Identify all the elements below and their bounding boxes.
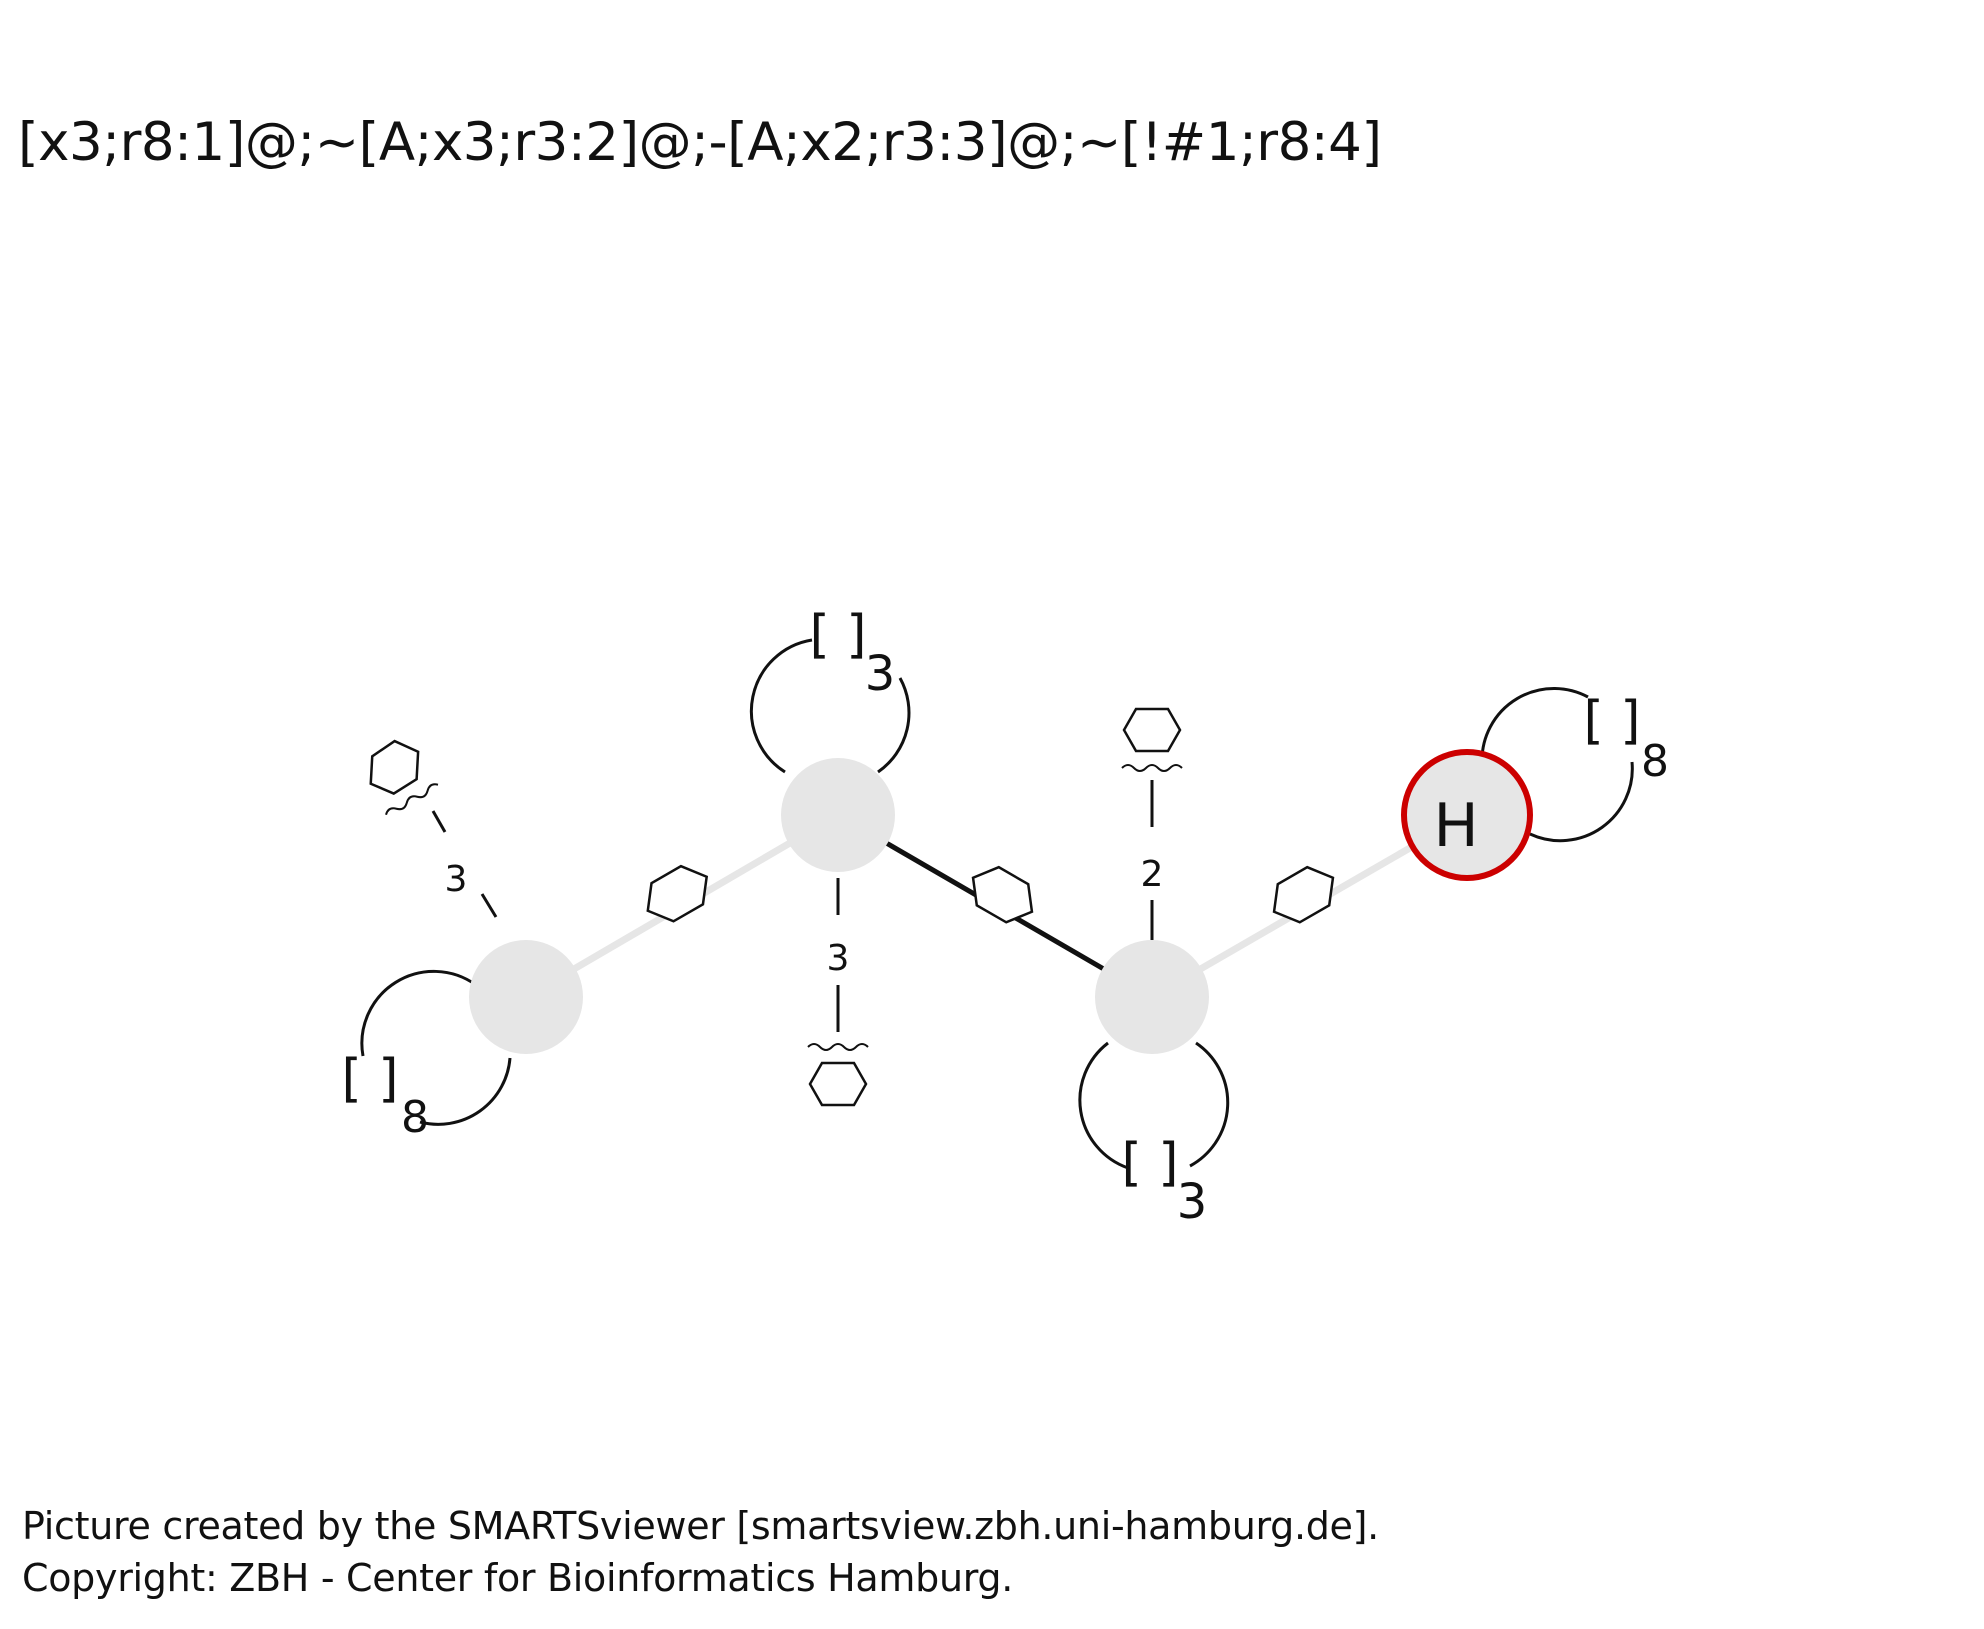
atom-4-symbol: H bbox=[1433, 791, 1478, 861]
ring-size: 8 bbox=[401, 1092, 429, 1143]
connectivity-atom-2: 3 bbox=[807, 878, 869, 1107]
ring-size: 3 bbox=[1177, 1174, 1208, 1230]
connectivity-label: 3 bbox=[827, 938, 850, 979]
ring-loop-atom-1: [ ] 8 bbox=[341, 969, 512, 1143]
connectivity-label: 3 bbox=[445, 859, 468, 900]
hexagon-icon bbox=[1122, 707, 1182, 753]
footer-copyright: Copyright: ZBH - Center for Bioinformati… bbox=[22, 1556, 1013, 1600]
ring-label: [ ] bbox=[1121, 1133, 1178, 1193]
footer: Picture created by the SMARTSviewer [sma… bbox=[22, 1500, 1379, 1604]
ring-label: [ ] bbox=[809, 605, 866, 665]
ring-loop-atom-3: [ ] 3 bbox=[1078, 1041, 1230, 1230]
connectivity-label: 2 bbox=[1141, 854, 1164, 895]
ring-loop-atom-2: [ ] 3 bbox=[749, 605, 911, 774]
ring-label: [ ] bbox=[1583, 691, 1640, 751]
ring-size: 3 bbox=[865, 646, 896, 702]
smarts-title: [x3;r8:1]@;~[A;x3;r3:2]@;-[A;x2;r3:3]@;~… bbox=[18, 112, 1382, 173]
ring-loop-atom-4: [ ] 8 bbox=[1480, 686, 1669, 843]
footer-credit: Picture created by the SMARTSviewer [sma… bbox=[22, 1504, 1379, 1548]
atom-1 bbox=[469, 940, 583, 1054]
ring-bond-icon-2-3 bbox=[971, 865, 1034, 924]
hexagon-icon bbox=[808, 1061, 868, 1107]
atom-4 bbox=[1401, 749, 1533, 881]
ring-bond-icon-1-2 bbox=[646, 864, 709, 923]
atom-3 bbox=[1095, 940, 1209, 1054]
ring-size: 8 bbox=[1641, 736, 1669, 787]
connectivity-atom-3: 2 bbox=[1121, 707, 1183, 940]
hexagon-icon bbox=[369, 739, 420, 795]
ring-bond-icon-3-4 bbox=[1272, 865, 1335, 924]
ring-label: [ ] bbox=[341, 1049, 398, 1109]
connectivity-atom-1: 3 bbox=[369, 739, 498, 918]
atom-2 bbox=[781, 758, 895, 872]
